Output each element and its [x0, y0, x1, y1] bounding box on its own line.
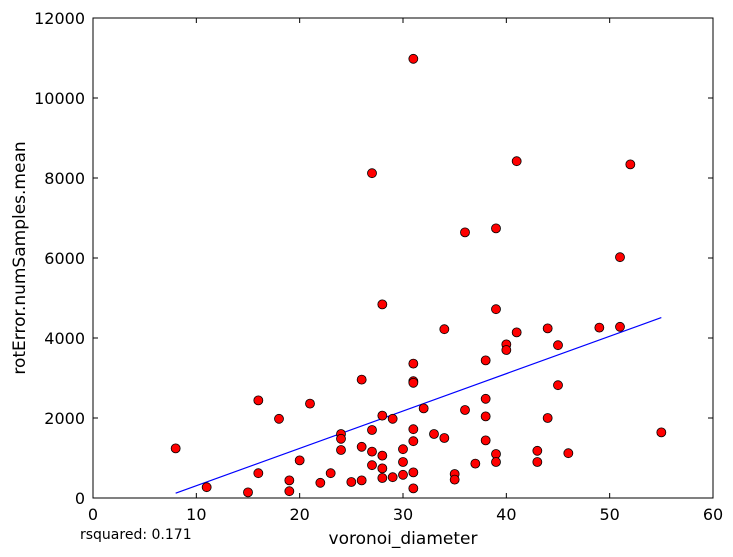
- data-point: [563, 448, 574, 459]
- data-point: [532, 445, 543, 456]
- x-tick-label: 60: [703, 505, 723, 524]
- y-tick-label: 4000: [44, 329, 85, 348]
- data-point: [491, 304, 501, 315]
- data-point: [325, 468, 336, 479]
- data-point: [542, 323, 553, 334]
- data-point: [387, 472, 398, 483]
- x-tick-label: 20: [289, 505, 309, 524]
- data-point: [460, 405, 470, 415]
- x-tick-label: 50: [599, 505, 619, 524]
- data-point: [615, 252, 625, 263]
- rsquared-annotation: rsquared: 0.171: [80, 527, 192, 543]
- data-point: [274, 413, 284, 424]
- data-point: [356, 475, 367, 486]
- data-point: [480, 393, 491, 404]
- y-tick-label: 12000: [34, 9, 85, 28]
- data-point: [408, 424, 419, 435]
- data-point: [460, 227, 470, 238]
- data-point: [511, 156, 522, 167]
- data-point: [377, 450, 388, 461]
- data-point: [284, 475, 295, 486]
- data-point: [336, 445, 346, 455]
- data-point: [377, 410, 388, 421]
- data-point: [449, 474, 460, 485]
- data-point: [439, 324, 450, 335]
- data-point: [408, 483, 419, 494]
- data-point: [356, 441, 367, 452]
- data-point: [625, 159, 636, 170]
- data-point: [429, 429, 439, 439]
- x-tick-label: 10: [186, 505, 206, 524]
- data-point: [294, 455, 305, 466]
- data-point: [336, 433, 346, 444]
- data-point: [346, 477, 357, 487]
- regression-line: [175, 317, 662, 494]
- data-point: [170, 443, 181, 454]
- data-point: [615, 321, 625, 332]
- data-point: [491, 223, 501, 234]
- data-point: [553, 380, 563, 391]
- data-point: [470, 458, 481, 469]
- data-point: [201, 482, 212, 493]
- data-point: [315, 477, 326, 488]
- data-point: [253, 468, 264, 479]
- x-tick-label: 40: [496, 505, 516, 524]
- data-point: [408, 436, 419, 447]
- data-point: [398, 444, 408, 455]
- data-point: [284, 486, 295, 497]
- x-axis-label: voronoi_diameter: [329, 529, 478, 549]
- data-point: [501, 345, 512, 355]
- data-point: [542, 413, 553, 423]
- data-point: [367, 425, 377, 435]
- y-tick-label: 6000: [44, 249, 85, 268]
- data-point: [511, 327, 522, 338]
- data-point: [408, 358, 419, 369]
- data-point: [253, 395, 264, 406]
- data-point: [480, 435, 491, 446]
- data-point: [398, 469, 408, 480]
- rsquared-label: rsquared:: [80, 527, 148, 543]
- data-point: [377, 299, 388, 310]
- data-point: [480, 411, 491, 422]
- data-point: [491, 457, 501, 467]
- data-point: [480, 355, 491, 366]
- data-point: [408, 377, 419, 388]
- y-tick-label: 10000: [34, 89, 85, 108]
- data-point: [377, 473, 388, 483]
- data-point: [532, 457, 543, 467]
- data-point: [243, 487, 253, 498]
- x-tick-label: 30: [393, 505, 413, 524]
- data-point: [367, 446, 377, 457]
- data-point: [387, 413, 398, 424]
- data-point: [408, 467, 419, 478]
- rsquared-value: 0.171: [151, 527, 192, 543]
- data-point: [418, 403, 429, 414]
- data-point: [356, 374, 367, 385]
- y-tick-label: 8000: [44, 169, 85, 188]
- y-tick-label: 2000: [44, 409, 85, 428]
- data-point: [656, 427, 667, 438]
- x-tick-label: 0: [88, 505, 98, 524]
- data-point: [377, 463, 388, 474]
- data-point: [408, 53, 419, 64]
- data-point: [398, 457, 408, 467]
- data-point: [439, 433, 450, 443]
- data-point: [367, 168, 377, 179]
- data-point: [553, 340, 563, 351]
- data-point: [367, 460, 377, 471]
- data-point: [594, 322, 605, 333]
- data-point: [305, 398, 315, 409]
- y-axis-label: rotError.numSamples.mean: [10, 141, 30, 374]
- y-tick-label: 0: [75, 489, 85, 508]
